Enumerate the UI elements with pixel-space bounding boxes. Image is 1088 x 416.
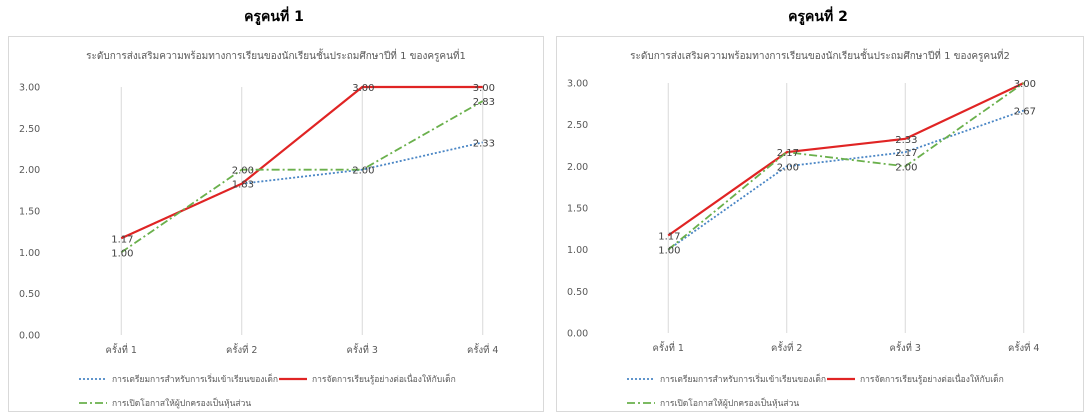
data-label: 2.17 (895, 148, 917, 159)
data-label: 2.00 (232, 166, 254, 177)
legend-entry: การเปิดโอกาสให้ผู้ปกครองเป็นหุ้นส่วน (660, 397, 799, 409)
x-tick-label: ครั้งที่ 2 (771, 341, 802, 354)
y-tick-label: 2.00 (567, 162, 588, 173)
x-tick-label: ครั้งที่ 4 (467, 343, 498, 356)
data-label: 3.00 (473, 83, 495, 94)
x-tick-label: ครั้งที่ 3 (347, 343, 378, 356)
chart-panel-1: ครูคนที่ 1 ระดับการส่งเสริมความพร้อมทางก… (4, 0, 544, 416)
series-line-3 (667, 82, 1025, 251)
data-label: 1.83 (232, 180, 254, 191)
series-line-2 (667, 82, 1025, 237)
legend-entry: การเปิดโอกาสให้ผู้ปกครองเป็นหุ้นส่วน (112, 397, 251, 409)
line-chart-2: ระดับการส่งเสริมความพร้อมทางการเรียนของน… (567, 48, 1039, 409)
series-line-2 (120, 85, 483, 240)
y-tick-label: 3.00 (567, 79, 588, 90)
y-tick-label: 2.00 (19, 165, 40, 176)
data-label: 2.33 (473, 138, 495, 149)
y-tick-label: 1.50 (567, 204, 588, 215)
x-tick-label: ครั้งที่ 1 (106, 343, 137, 356)
chart-title: ระดับการส่งเสริมความพร้อมทางการเรียนของน… (86, 48, 466, 62)
y-tick-label: 0.00 (19, 331, 40, 342)
chart-panel-2: ครูคนที่ 2 ระดับการส่งเสริมความพร้อมทางก… (548, 0, 1088, 416)
data-label: 2.83 (473, 97, 495, 108)
series-line-1 (667, 109, 1025, 251)
y-tick-label: 3.00 (19, 83, 40, 94)
legend-entry: การเตรียมการสำหรับการเริ่มเข้าเรียนของเด… (660, 373, 826, 385)
y-tick-label: 0.50 (19, 289, 40, 300)
data-label: 3.00 (1014, 79, 1036, 90)
chart-frame: ระดับการส่งเสริมความพร้อมทางการเรียนของน… (8, 36, 544, 412)
chart-title: ระดับการส่งเสริมความพร้อมทางการเรียนของน… (630, 48, 1010, 62)
series-line-1 (120, 141, 483, 240)
data-label: 2.00 (352, 166, 374, 177)
x-tick-label: ครั้งที่ 3 (890, 341, 921, 354)
panel-heading: ครูคนที่ 2 (788, 9, 848, 25)
y-tick-label: 0.00 (567, 329, 588, 340)
line-chart-1: ระดับการส่งเสริมความพร้อมทางการเรียนของน… (19, 48, 498, 409)
y-tick-label: 1.00 (567, 245, 588, 256)
panel-heading: ครูคนที่ 1 (244, 9, 304, 25)
data-label: 2.17 (777, 148, 799, 159)
data-label: 2.33 (895, 135, 917, 146)
legend-entry: การจัดการเรียนรู้อย่างต่อเนื่องให้กับเด็… (860, 373, 1004, 385)
x-tick-label: ครั้งที่ 1 (653, 341, 684, 354)
data-label: 1.00 (111, 248, 133, 259)
y-tick-label: 0.50 (567, 287, 588, 298)
y-tick-label: 1.50 (19, 207, 40, 218)
data-label: 2.00 (777, 162, 799, 173)
data-label: 3.00 (352, 83, 374, 94)
data-label: 1.17 (658, 232, 680, 243)
x-tick-label: ครั้งที่ 4 (1008, 341, 1039, 354)
chart-frame: ระดับการส่งเสริมความพร้อมทางการเรียนของน… (556, 36, 1084, 412)
y-tick-label: 2.50 (19, 124, 40, 135)
legend-entry: การจัดการเรียนรู้อย่างต่อเนื่องให้กับเด็… (312, 373, 456, 385)
data-label: 2.00 (895, 162, 917, 173)
x-tick-label: ครั้งที่ 2 (226, 343, 257, 356)
y-tick-label: 1.00 (19, 248, 40, 259)
y-tick-label: 2.50 (567, 120, 588, 131)
data-label: 1.00 (658, 246, 680, 257)
data-label: 1.17 (111, 234, 133, 245)
legend-entry: การเตรียมการสำหรับการเริ่มเข้าเรียนของเด… (112, 373, 278, 385)
data-label: 2.67 (1014, 107, 1036, 118)
